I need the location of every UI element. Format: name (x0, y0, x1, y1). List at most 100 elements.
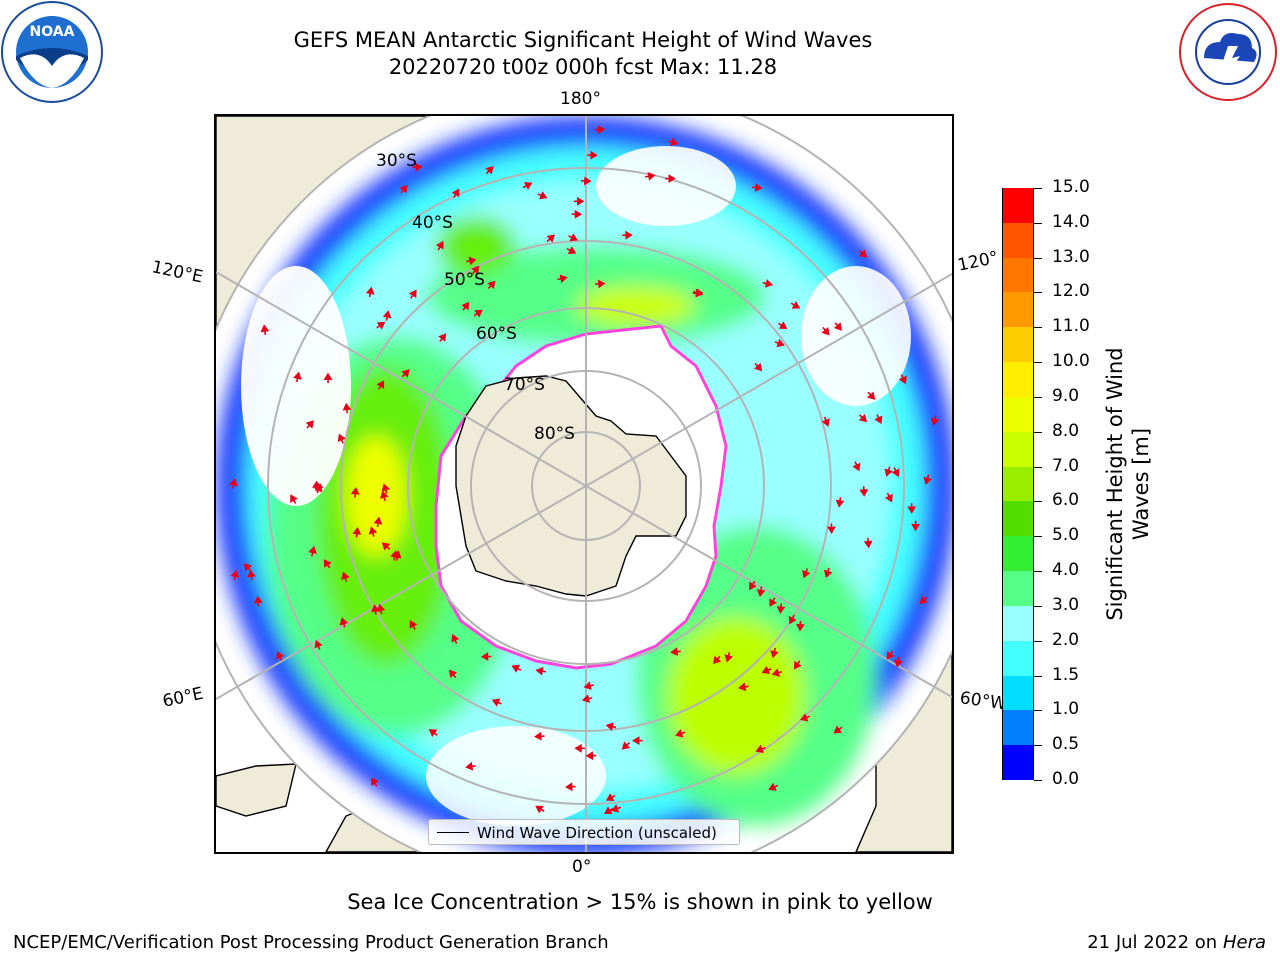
colorbar-tick-mark (1034, 501, 1042, 503)
wind-arrow-head (795, 623, 805, 632)
wind-arrow-head (569, 233, 578, 242)
wind-arrow-head (539, 191, 548, 200)
colorbar-tick-label: 13.0 (1052, 246, 1090, 267)
wind-arrows (229, 125, 940, 815)
colorbar-tick-mark (1034, 396, 1042, 398)
colorbar-segment (1003, 605, 1033, 641)
wind-arrow-head (253, 595, 263, 604)
wind-arrow-head (793, 660, 802, 670)
map-legend: Wind Wave Direction (unscaled) (428, 819, 740, 845)
wind-arrow-head (535, 805, 544, 814)
colorbar-tick-mark (1034, 675, 1042, 677)
colorbar-label: Significant Height of Wind Waves [m] (1103, 347, 1153, 621)
wind-arrow-head (852, 462, 861, 472)
wind-arrow-head (858, 249, 868, 258)
wind-arrow-head (754, 183, 763, 192)
lon-label-60e: 60°E (160, 683, 206, 712)
wind-arrow-head (305, 420, 314, 429)
wind-arrow-head (863, 540, 873, 549)
wind-arrow-head (821, 418, 830, 427)
wind-arrow-head (858, 413, 868, 423)
footer-machine: Hera (1222, 932, 1266, 953)
wind-arrow-head (923, 476, 932, 485)
lat-label-50s: 50°S (444, 270, 485, 290)
wind-arrow-head (761, 665, 771, 675)
wind-arrow-head (352, 526, 362, 535)
wind-arrow-head (247, 569, 256, 578)
colorbar-segment (1003, 466, 1033, 502)
wind-arrow-head (670, 137, 679, 147)
wind-arrow-head (756, 589, 766, 598)
wind-arrow-head (823, 569, 833, 579)
colorbar-segment (1003, 640, 1033, 676)
footer-date-text: 21 Jul 2022 on (1087, 932, 1218, 953)
wind-arrow-head (260, 324, 270, 333)
polar-map (214, 114, 954, 854)
wind-arrow-head (694, 288, 704, 297)
wind-arrow-head (597, 125, 606, 134)
footer-credit: NCEP/EMC/Verification Post Processing Pr… (13, 932, 609, 953)
wind-arrow-head (911, 523, 921, 532)
wind-arrow-head (621, 741, 631, 750)
lon-label-60w: 60°W (958, 688, 1008, 715)
legend-line-sample (437, 832, 469, 833)
colorbar-tick-label: 1.0 (1052, 699, 1080, 720)
wind-arrow-head (342, 402, 352, 411)
wind-arrow-head (833, 725, 843, 734)
wind-arrow-head (376, 380, 385, 389)
colorbar-segment (1003, 500, 1033, 537)
wind-arrow-head (764, 279, 774, 288)
wind-arrow-head (474, 309, 483, 318)
wind-arrow-head (409, 620, 418, 629)
wind-arrow-head (339, 617, 349, 626)
wind-arrow-head (574, 743, 582, 753)
wind-arrow-head (461, 301, 470, 311)
wind-arrow-head (874, 415, 883, 425)
wind-arrow-head (408, 289, 417, 299)
wind-arrow-head (534, 731, 542, 741)
wind-arrow-head (866, 391, 876, 400)
wind-arrow-head (312, 480, 321, 489)
colorbar-segment (1003, 709, 1033, 746)
wind-arrow-head (891, 468, 900, 477)
wind-arrow-head (471, 265, 480, 275)
wind-arrow-head (603, 806, 613, 815)
wind-arrow-head (381, 483, 391, 492)
wind-arrow-head (485, 166, 494, 175)
wind-arrow-head (769, 598, 778, 607)
wind-arrow-head (597, 279, 606, 289)
wind-arrow-head (583, 681, 592, 691)
wind-arrow-head (379, 490, 389, 499)
colorbar-tick-mark (1034, 222, 1042, 224)
wind-arrow-head (768, 782, 777, 791)
wind-arrow-head (535, 666, 544, 676)
wind-arrow-head (337, 433, 346, 443)
wind-arrow-head (886, 651, 895, 660)
colorbar-tick-label: 5.0 (1052, 525, 1080, 546)
wind-arrow-head (428, 729, 438, 737)
chart-title-line2: 20220720 t00z 000h fcst Max: 11.28 (388, 55, 778, 79)
wind-arrow-head (581, 694, 591, 703)
map-canvas (216, 116, 952, 852)
lon-label-120e: 120°E (149, 257, 205, 288)
wind-arrow-head (583, 176, 592, 186)
colorbar-segment (1003, 431, 1033, 467)
colorbar-segment (1003, 257, 1033, 293)
wind-arrow-head (229, 478, 238, 487)
wind-arrow-head (438, 333, 447, 342)
wind-arrow-head (365, 286, 375, 295)
wind-arrow-head (511, 664, 521, 673)
colorbar-segment (1003, 396, 1033, 432)
wind-arrow-head (448, 669, 458, 678)
colorbar-tick-label: 4.0 (1052, 560, 1080, 581)
wind-arrow-head (276, 651, 285, 660)
colorbar-tick-mark (1034, 640, 1042, 642)
colorbar-tick-mark (1034, 571, 1042, 573)
wind-arrow-head (576, 196, 585, 206)
lon-label-0: 0° (572, 857, 592, 877)
wind-arrow-head (451, 188, 460, 198)
wind-arrow-head (894, 659, 903, 668)
colorbar-tick-mark (1034, 745, 1042, 747)
lon-label-120w: 120° (955, 247, 1001, 276)
wind-arrow-head (930, 417, 940, 426)
